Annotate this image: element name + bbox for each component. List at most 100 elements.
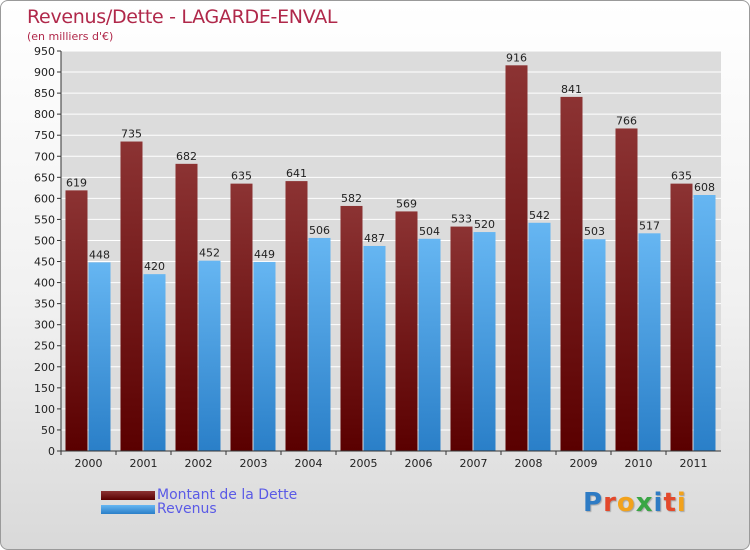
bar-revenus (418, 238, 441, 451)
y-tick-label: 700 (34, 150, 55, 163)
y-axis-ticks: 0 50 100 150 200 250 300 350 400 450 500 550 600 650 7… (34, 45, 61, 458)
bar-dette (230, 183, 253, 451)
logo-letter: o (616, 488, 636, 518)
value-label: 682 (176, 150, 197, 163)
bar-revenus (363, 245, 386, 451)
x-tick-label: 2003 (240, 457, 268, 470)
y-tick-label: 850 (34, 87, 55, 100)
bar-dette (560, 96, 583, 451)
logo-letter: r (603, 488, 617, 518)
logo-letter: i (676, 488, 687, 518)
bar-dette (615, 128, 638, 451)
x-tick-label: 2005 (350, 457, 378, 470)
value-label: 420 (144, 260, 165, 273)
x-tick-label: 2011 (680, 457, 708, 470)
grid-lines (61, 50, 721, 452)
y-tick-label: 50 (41, 424, 55, 437)
bar-revenus (473, 232, 496, 451)
x-tick-label: 2008 (515, 457, 543, 470)
legend-label-dette: Montant de la Dette (157, 487, 298, 503)
chart-subtitle: (en milliers d'€) (27, 30, 114, 43)
x-tick-label: 2001 (130, 457, 158, 470)
value-label: 533 (451, 213, 472, 226)
chart-title: Revenus/Dette - LAGARDE-ENVAL (27, 6, 338, 28)
value-label: 449 (254, 248, 275, 261)
value-label: 608 (694, 181, 715, 194)
legend-label-revenus: Revenus (157, 501, 217, 517)
legend-swatch-dette (101, 490, 155, 500)
bar-dette (285, 181, 308, 451)
value-label: 635 (671, 170, 692, 183)
value-label: 542 (529, 209, 550, 222)
value-label: 569 (396, 197, 417, 210)
value-label: 619 (66, 176, 87, 189)
value-label: 766 (616, 114, 637, 127)
plot-area (61, 51, 721, 451)
legend-item-dette: Montant de la Dette (101, 487, 297, 503)
bars (65, 65, 716, 452)
logo-letter: t (663, 488, 677, 518)
value-label: 582 (341, 192, 362, 205)
bar-dette (65, 190, 88, 452)
bar-dette (450, 226, 473, 451)
value-label: 506 (309, 224, 330, 237)
x-tick-label: 2006 (405, 457, 433, 470)
bar-revenus (88, 262, 111, 451)
y-tick-label: 750 (34, 129, 55, 142)
value-label: 517 (639, 219, 660, 232)
x-tick-label: 2007 (460, 457, 488, 470)
y-tick-label: 950 (34, 45, 55, 58)
y-tick-label: 350 (34, 298, 55, 311)
y-tick-label: 500 (34, 234, 55, 247)
value-label: 503 (584, 225, 605, 238)
bar-revenus (143, 274, 166, 451)
y-tick-label: 550 (34, 213, 55, 226)
bar-revenus (638, 233, 661, 451)
y-tick-label: 200 (34, 361, 55, 374)
legend-swatch-revenus (101, 504, 155, 514)
y-tick-label: 0 (48, 445, 55, 458)
y-tick-label: 800 (34, 108, 55, 121)
y-tick-label: 450 (34, 256, 55, 269)
value-label: 635 (231, 170, 252, 183)
logo-letter: x (635, 488, 654, 518)
bar-revenus (253, 261, 276, 451)
y-tick-label: 600 (34, 192, 55, 205)
value-label: 841 (561, 83, 582, 96)
logo-letter: i (653, 488, 664, 518)
bar-revenus (308, 237, 331, 451)
x-tick-label: 2004 (295, 457, 323, 470)
bar-dette (340, 205, 363, 451)
logo-letter: P (583, 488, 604, 518)
bar-dette (175, 163, 198, 451)
bar-dette (120, 141, 143, 452)
y-tick-label: 650 (34, 171, 55, 184)
bar-dette (670, 183, 693, 451)
x-tick-label: 2002 (185, 457, 213, 470)
bar-revenus (198, 260, 221, 451)
x-tick-label: 2009 (570, 457, 598, 470)
value-label: 735 (121, 128, 142, 141)
bar-revenus (693, 195, 716, 451)
value-label: 504 (419, 225, 440, 238)
y-tick-label: 900 (34, 66, 55, 79)
y-tick-label: 100 (34, 403, 55, 416)
value-label: 452 (199, 247, 220, 260)
x-tick-label: 2000 (75, 457, 103, 470)
value-label: 641 (286, 167, 307, 180)
proxiti-logo: Proxiti (583, 488, 687, 518)
x-tick-label: 2010 (625, 457, 653, 470)
bar-revenus (583, 239, 606, 451)
value-label: 487 (364, 232, 385, 245)
value-label: 448 (89, 248, 110, 261)
y-tick-label: 250 (34, 340, 55, 353)
value-labels: 619 448 735 420 682 452 635 449 641 506 582 487 569 5… (66, 51, 715, 273)
y-tick-label: 300 (34, 319, 55, 332)
bar-dette (505, 65, 528, 451)
y-tick-label: 400 (34, 277, 55, 290)
bar-dette (395, 211, 418, 451)
bar-revenus (528, 222, 551, 451)
legend-item-revenus: Revenus (101, 501, 217, 517)
value-label: 520 (474, 218, 495, 231)
